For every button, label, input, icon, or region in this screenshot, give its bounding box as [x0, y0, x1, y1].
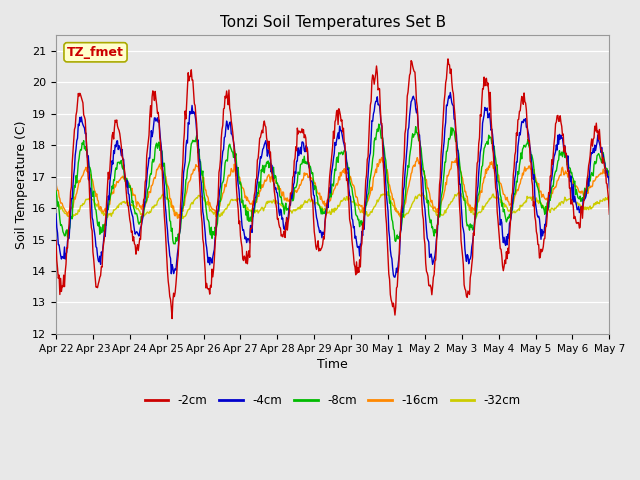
Title: Tonzi Soil Temperatures Set B: Tonzi Soil Temperatures Set B	[220, 15, 445, 30]
Legend: -2cm, -4cm, -8cm, -16cm, -32cm: -2cm, -4cm, -8cm, -16cm, -32cm	[140, 389, 525, 411]
Text: TZ_fmet: TZ_fmet	[67, 46, 124, 59]
Y-axis label: Soil Temperature (C): Soil Temperature (C)	[15, 120, 28, 249]
X-axis label: Time: Time	[317, 358, 348, 371]
